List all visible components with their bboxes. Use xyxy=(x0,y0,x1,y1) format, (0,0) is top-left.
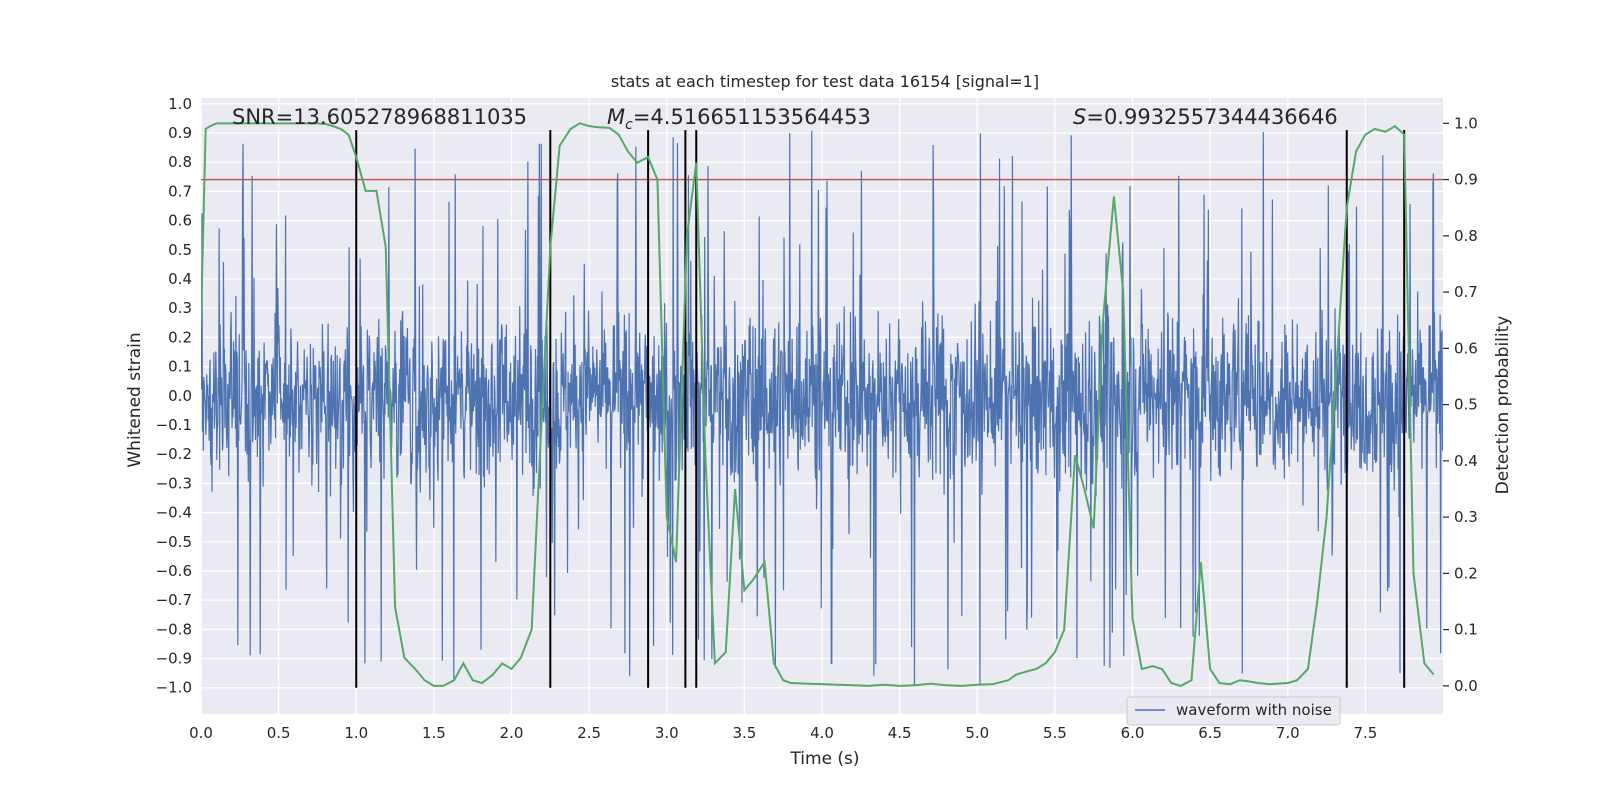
y-tick-label: −0.7 xyxy=(156,591,192,609)
right-tick-label: 0.1 xyxy=(1454,621,1478,639)
waveform-line xyxy=(201,130,1443,686)
x-tick-label: 1.0 xyxy=(344,724,368,742)
y-tick-label: −0.2 xyxy=(156,445,192,463)
x-tick-label: 7.5 xyxy=(1353,724,1377,742)
right-tick-label: 0.7 xyxy=(1454,283,1478,301)
chirp-mass-annotation: Mc=4.516651153564453 xyxy=(607,105,871,133)
right-tick-label: 0.8 xyxy=(1454,227,1478,245)
y-tick-label: −0.3 xyxy=(156,474,192,492)
y-tick-label: −0.5 xyxy=(156,533,192,551)
y-tick-label: −0.9 xyxy=(156,650,192,668)
y-tick-label: −1.0 xyxy=(156,679,192,697)
y-tick-label: 0.6 xyxy=(168,212,192,230)
right-tick-label: 0.5 xyxy=(1454,396,1478,414)
x-tick-label: 2.0 xyxy=(500,724,524,742)
x-tick-label: 1.5 xyxy=(422,724,446,742)
x-tick-label: 4.0 xyxy=(810,724,834,742)
y-tick-label: 0.3 xyxy=(168,299,192,317)
right-tick-label: 0.2 xyxy=(1454,564,1478,582)
x-tick-label: 5.0 xyxy=(965,724,989,742)
significance-value: =0.9932557344436646 xyxy=(1086,105,1337,129)
y-tick-label: 0.2 xyxy=(168,328,192,346)
chirp-mass-value: =4.516651153564453 xyxy=(633,105,871,129)
y-tick-label: 0.0 xyxy=(168,387,192,405)
right-axis-label: Detection probability xyxy=(1493,316,1513,495)
x-tick-label: 4.5 xyxy=(888,724,912,742)
x-axis-ticks: 0.0 0.5 1.0 1.5 2.0 2.5 3.0 3.5 4.0 4.5 5.0 5.5 6.0 6… xyxy=(189,724,1377,742)
significance-annotation: S=0.9932557344436646 xyxy=(1073,105,1338,129)
right-tick-label: 0.9 xyxy=(1454,171,1478,189)
y-tick-label: −0.8 xyxy=(156,620,192,638)
x-tick-label: 7.0 xyxy=(1276,724,1300,742)
x-tick-label: 3.0 xyxy=(655,724,679,742)
chirp-mass-subscript: c xyxy=(625,117,633,133)
right-tick-label: 0.6 xyxy=(1454,339,1478,357)
y-tick-label: −0.6 xyxy=(156,562,192,580)
chirp-mass-symbol: M xyxy=(607,105,625,129)
x-tick-label: 6.0 xyxy=(1121,724,1145,742)
y-tick-label: 0.9 xyxy=(168,124,192,142)
x-axis-label: Time (s) xyxy=(789,749,859,769)
y-tick-label: 0.8 xyxy=(168,153,192,171)
right-tick-label: 0.4 xyxy=(1454,452,1478,470)
y-tick-label: 0.1 xyxy=(168,358,192,376)
right-tick-label: 0.3 xyxy=(1454,508,1478,526)
y-axis-label: Whitened strain xyxy=(125,332,145,467)
y-tick-label: 0.5 xyxy=(168,241,192,259)
x-tick-label: 3.5 xyxy=(732,724,756,742)
x-tick-label: 0.5 xyxy=(267,724,291,742)
right-tick-label: 0.0 xyxy=(1454,677,1478,695)
y-tick-label: −0.1 xyxy=(156,416,192,434)
right-tick-label: 1.0 xyxy=(1454,114,1478,132)
legend: waveform with noise xyxy=(1126,696,1341,726)
x-tick-label: 2.5 xyxy=(577,724,601,742)
y-axis-ticks: 1.0 0.9 0.8 0.7 0.6 0.5 0.4 0.3 0.2 0.1 0.0 −0.1 −0.… xyxy=(156,95,192,697)
y-tick-label: −0.4 xyxy=(156,504,192,522)
x-tick-label: 6.5 xyxy=(1198,724,1222,742)
y-tick-label: 0.7 xyxy=(168,182,192,200)
x-tick-label: 5.5 xyxy=(1043,724,1067,742)
probability-line xyxy=(201,122,1435,687)
y-tick-label: 1.0 xyxy=(168,95,192,113)
right-axis-ticks: 1.0 0.9 0.8 0.7 0.6 0.5 0.4 0.3 0.2 0.1 0.0 xyxy=(1443,114,1478,695)
x-tick-label: 0.0 xyxy=(189,724,213,742)
significance-symbol: S xyxy=(1073,105,1086,129)
chart-title: stats at each timestep for test data 161… xyxy=(611,72,1039,91)
snr-annotation: SNR=13.605278968811035 xyxy=(232,105,527,129)
y-tick-label: 0.4 xyxy=(168,270,192,288)
legend-label: waveform with noise xyxy=(1176,701,1332,719)
